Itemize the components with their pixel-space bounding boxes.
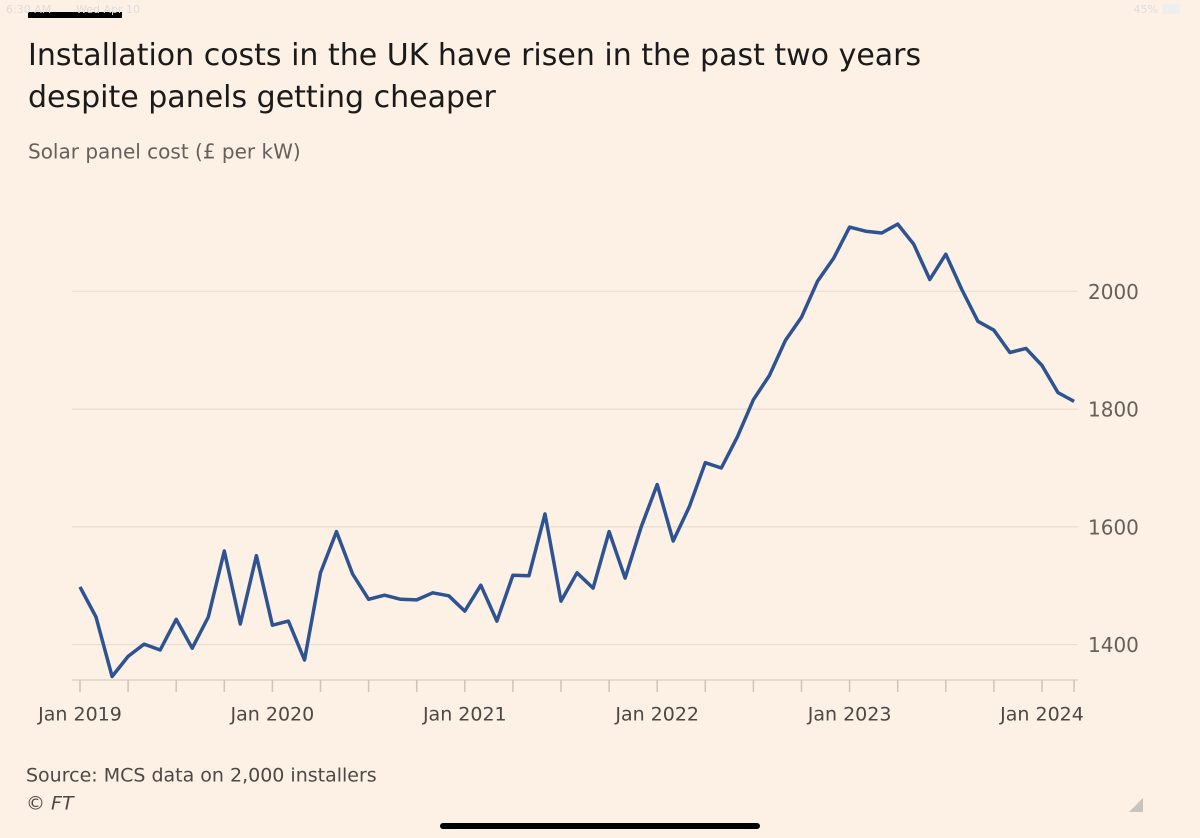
y-tick-label: 1600 — [1088, 515, 1139, 539]
x-tick-label: Jan 2024 — [999, 704, 1084, 726]
x-tick-label: Jan 2022 — [614, 704, 699, 726]
status-time: 6:30 AM — [6, 3, 51, 16]
chart-subtitle: Solar panel cost (£ per kW) — [28, 140, 301, 164]
y-tick-label: 2000 — [1088, 280, 1139, 304]
status-date: Wed Apr 10 — [76, 3, 140, 16]
source: Source: MCS data on 2,000 installers — [26, 765, 377, 787]
x-tick-label: Jan 2020 — [230, 704, 315, 726]
y-tick-label: 1400 — [1088, 633, 1139, 657]
home-indicator — [440, 823, 760, 829]
x-tick-label: Jan 2019 — [37, 704, 122, 726]
resize-icon — [1129, 798, 1143, 812]
x-tick-label: Jan 2021 — [422, 704, 507, 726]
data-line — [78, 222, 1075, 679]
battery-icon — [1162, 4, 1180, 14]
credit: © FT — [26, 793, 75, 815]
ft-bar — [28, 12, 122, 18]
x-tick-label: Jan 2023 — [807, 704, 892, 726]
y-tick-label: 1800 — [1088, 398, 1139, 422]
status-battery: 45% — [1134, 3, 1158, 16]
chart-title: Installation costs in the UK have risen … — [28, 38, 921, 115]
